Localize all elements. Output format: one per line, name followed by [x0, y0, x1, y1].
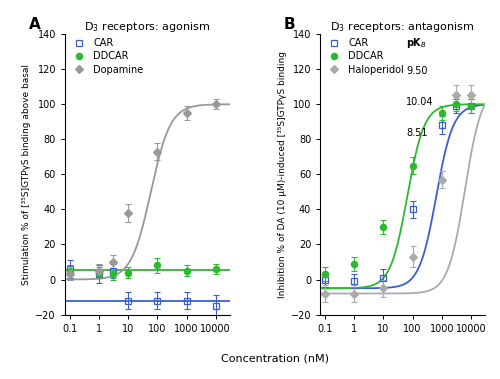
Text: 8.51: 8.51	[406, 128, 427, 138]
Text: B: B	[284, 17, 296, 32]
Text: A: A	[29, 17, 40, 32]
Y-axis label: Inhibition % of DA (10 μM)-induced [³⁵S]GTPγS binding: Inhibition % of DA (10 μM)-induced [³⁵S]…	[278, 51, 286, 298]
Legend: CAR, DDCAR, Dopamine: CAR, DDCAR, Dopamine	[68, 37, 144, 76]
Title: D$_3$ receptors: agonism: D$_3$ receptors: agonism	[84, 20, 210, 34]
Y-axis label: Stimulation % of [³⁵S]GTPγS binding above basal: Stimulation % of [³⁵S]GTPγS binding abov…	[22, 64, 32, 285]
Text: 10.04: 10.04	[406, 97, 433, 107]
Text: Concentration (nM): Concentration (nM)	[221, 354, 329, 364]
Title: D$_3$ receptors: antagonism: D$_3$ receptors: antagonism	[330, 20, 475, 34]
Text: 9.50: 9.50	[406, 66, 427, 76]
Legend: CAR, DDCAR, Haloperidol: CAR, DDCAR, Haloperidol	[323, 37, 405, 76]
Text: pK$_B$: pK$_B$	[406, 36, 427, 50]
